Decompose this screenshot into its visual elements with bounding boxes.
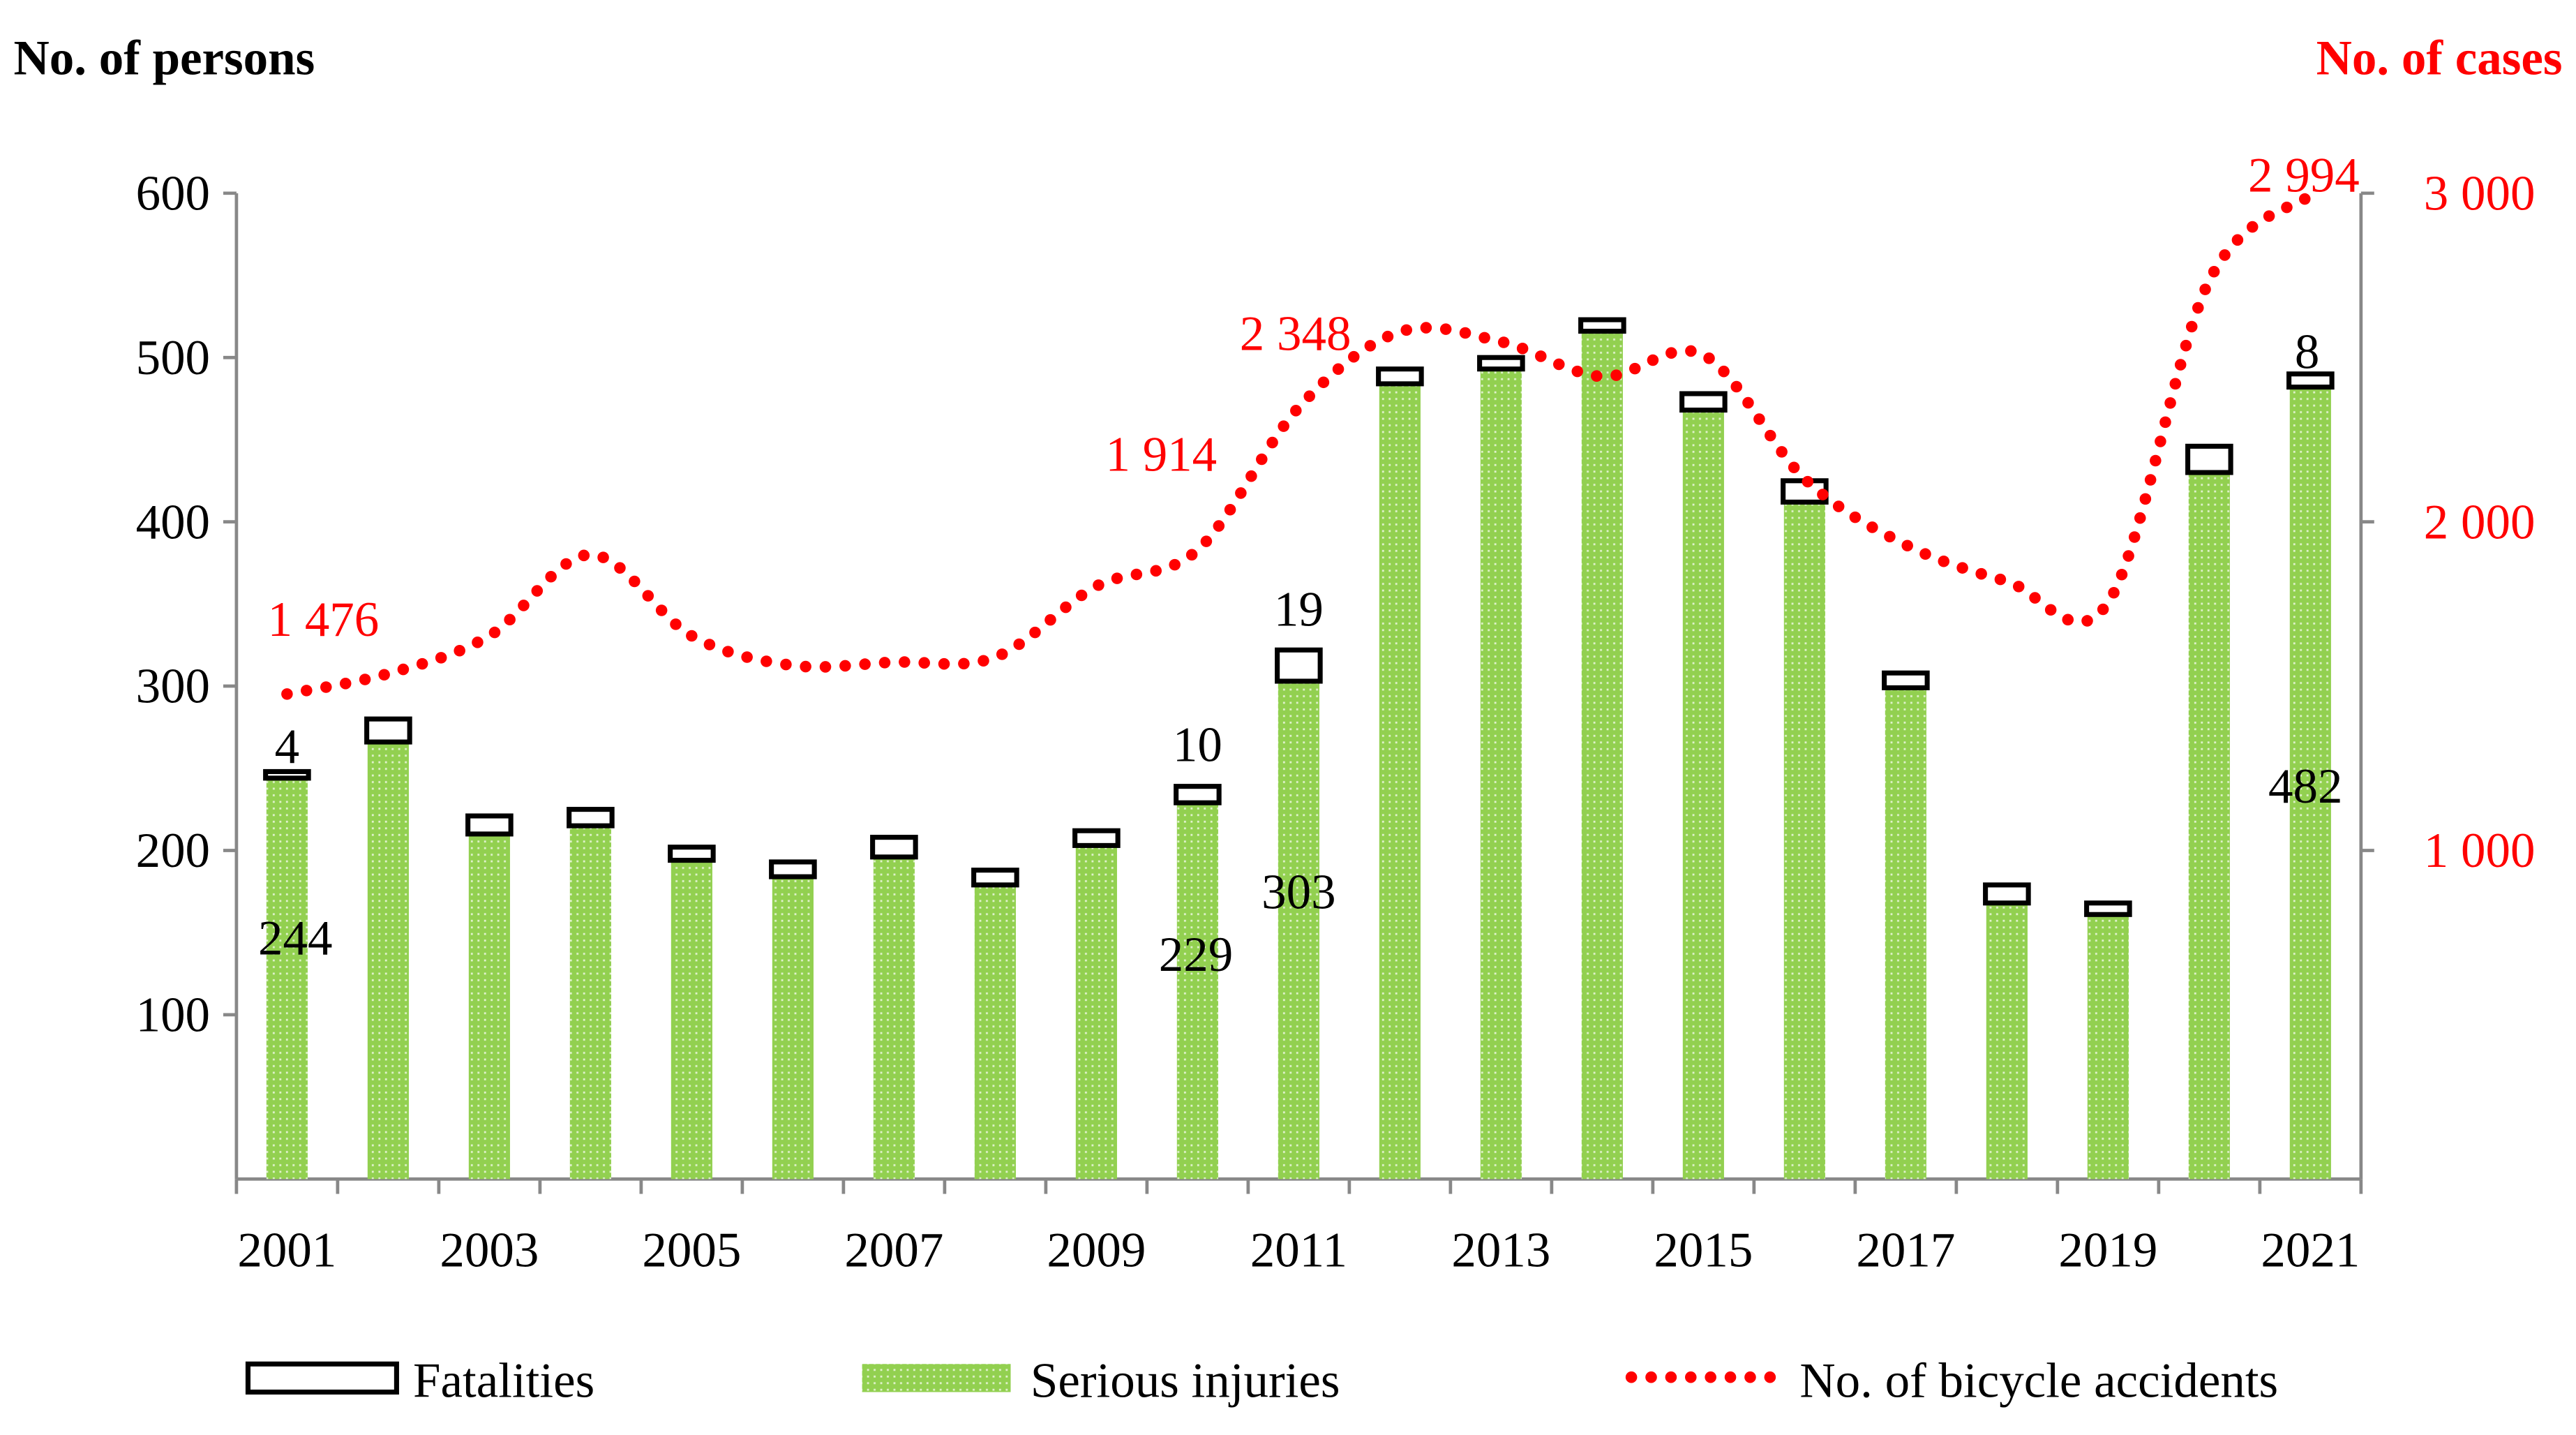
bar-fatalities — [1679, 391, 1728, 413]
bar-serious-injuries — [2188, 473, 2230, 1180]
data-label: 10 — [1173, 718, 1222, 773]
data-label: 2 348 — [1240, 307, 1351, 362]
data-label: 1 914 — [1105, 427, 1217, 482]
bar-serious-injuries — [1885, 687, 1926, 1180]
left-axis-title: No. of persons — [13, 31, 315, 85]
left-tick-label: 100 — [136, 988, 210, 1043]
bar-fatalities — [1983, 882, 2031, 906]
data-label: 1 476 — [268, 593, 380, 647]
bars — [263, 317, 2335, 1180]
x-tick-label: 2005 — [642, 1224, 741, 1278]
legend-label-serious-injuries: Serious injuries — [1031, 1354, 1340, 1408]
bar-serious-injuries — [873, 856, 915, 1180]
accident-line — [281, 189, 2316, 700]
bar-serious-injuries — [1986, 902, 2028, 1180]
x-tick-label: 2017 — [1856, 1224, 1955, 1278]
data-labels: 244 4 229 10 303 19 482 8 1 476 1 914 2 348 2 994 — [258, 148, 2360, 982]
data-label: 4 — [275, 720, 299, 774]
data-label: 2 994 — [2248, 148, 2360, 202]
bar-fatalities — [971, 868, 1019, 888]
right-tick-label: 1 000 — [2424, 824, 2536, 878]
x-tick-label: 2011 — [1250, 1224, 1347, 1278]
bar-serious-injuries — [772, 877, 814, 1180]
data-label: 482 — [2268, 759, 2342, 814]
x-tick-label: 2019 — [2058, 1224, 2157, 1278]
legend-swatch-serious-injuries — [862, 1364, 1011, 1392]
bar-serious-injuries — [1379, 383, 1421, 1180]
left-tick-label: 400 — [136, 495, 210, 549]
bar-serious-injuries — [1581, 331, 1623, 1180]
bar-serious-injuries — [974, 884, 1016, 1180]
data-label: 244 — [258, 912, 332, 966]
left-tick-label: 500 — [136, 331, 210, 385]
bar-serious-injuries — [569, 826, 611, 1180]
bar-fatalities — [870, 835, 918, 860]
bar-fatalities — [1578, 317, 1626, 334]
x-tick-label: 2003 — [440, 1224, 539, 1278]
bar-serious-injuries — [2289, 387, 2331, 1180]
bar-fatalities — [263, 768, 311, 781]
bar-serious-injuries — [468, 833, 510, 1180]
bar-serious-injuries — [1783, 502, 1825, 1180]
bar-fatalities — [1275, 647, 1323, 684]
bar-serious-injuries — [1176, 803, 1218, 1180]
data-label: 8 — [2295, 325, 2319, 380]
bar-serious-injuries — [1278, 681, 1319, 1180]
legend-swatch-fatalities — [245, 1361, 399, 1395]
legend-label-fatalities: Fatalities — [413, 1354, 594, 1408]
x-tick-label: 2013 — [1451, 1224, 1550, 1278]
bar-fatalities — [1072, 828, 1121, 848]
bar-serious-injuries — [2087, 914, 2129, 1180]
bar-serious-injuries — [1480, 369, 1522, 1180]
data-label: 229 — [1159, 928, 1233, 982]
x-tick-label: 2021 — [2261, 1224, 2360, 1278]
bar-serious-injuries — [671, 860, 712, 1180]
left-tick-label: 200 — [136, 824, 210, 878]
bar-fatalities — [1477, 355, 1525, 372]
bar-fatalities — [668, 845, 716, 863]
x-tick-label: 2001 — [237, 1224, 336, 1278]
bar-fatalities — [364, 716, 412, 745]
left-tick-label: 300 — [136, 660, 210, 714]
right-axis-title: No. of cases — [2316, 31, 2563, 85]
bar-serious-injuries — [1682, 410, 1724, 1180]
right-tick-label: 3 000 — [2424, 166, 2536, 221]
x-tick-label: 2007 — [844, 1224, 943, 1278]
left-tick-label: 600 — [136, 166, 210, 221]
bar-fatalities — [465, 813, 514, 837]
right-tick-label: 2 000 — [2424, 495, 2536, 549]
bar-serious-injuries — [367, 742, 409, 1180]
bar-fatalities — [1174, 784, 1222, 805]
bar-fatalities — [769, 859, 817, 879]
bar-fatalities — [567, 807, 615, 828]
bar-fatalities — [1882, 670, 1930, 690]
line-bicycle-accidents — [281, 189, 2316, 700]
bar-fatalities — [2286, 371, 2335, 390]
data-label: 19 — [1274, 583, 1324, 637]
x-tick-label: 2015 — [1654, 1224, 1753, 1278]
axes: 100 200 300 400 500 600 1 000 2 000 3 000 2001 200… — [136, 166, 2536, 1277]
legend-label-bicycle-accidents: No. of bicycle accidents — [1799, 1354, 2278, 1408]
data-label: 303 — [1261, 865, 1335, 919]
bar-serious-injuries — [266, 778, 308, 1180]
bar-fatalities — [1376, 366, 1424, 387]
legend: Fatalities Serious injuries No. of bicyc… — [245, 1354, 2278, 1408]
bar-fatalities — [2185, 443, 2233, 475]
bar-fatalities — [2084, 900, 2132, 917]
bar-serious-injuries — [1075, 845, 1117, 1180]
x-tick-label: 2009 — [1047, 1224, 1146, 1278]
